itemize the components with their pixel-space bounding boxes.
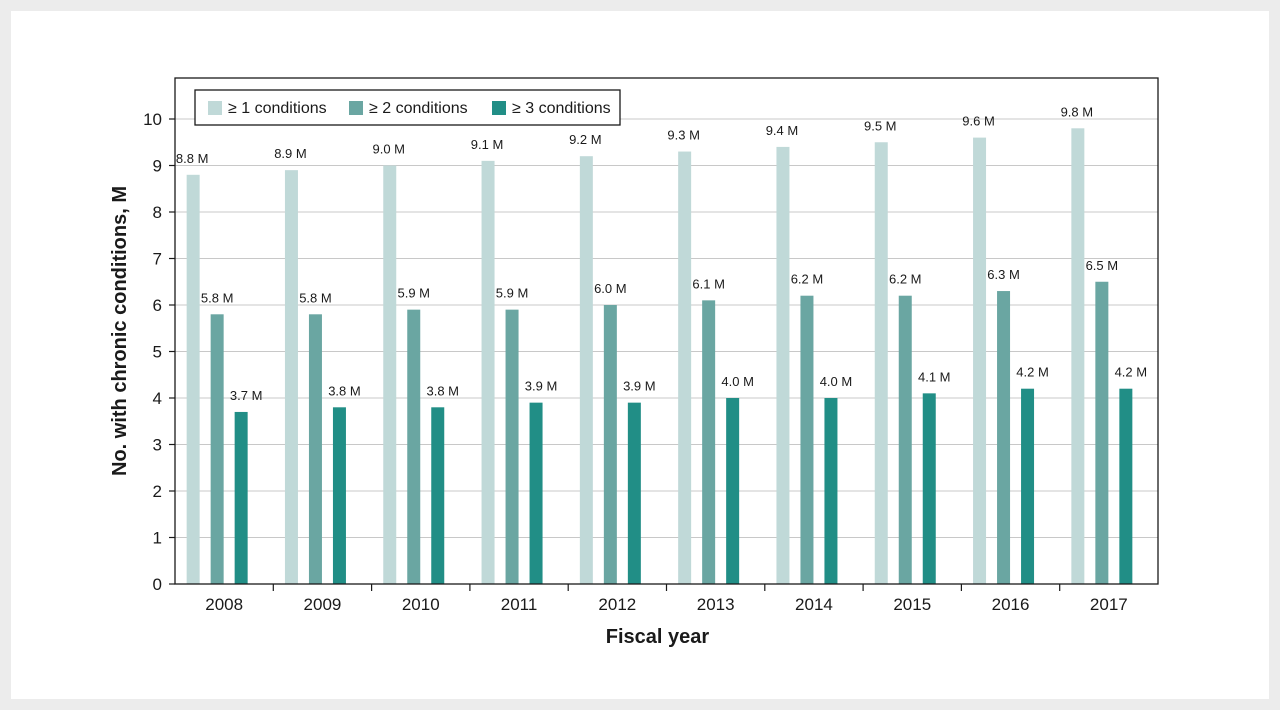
legend-label-1: ≥ 1 conditions [228,100,327,117]
y-tick-label: 7 [153,250,162,269]
x-tick-label: 2015 [893,595,931,614]
data-label: 6.5 M [1086,258,1119,273]
x-tick-label: 2011 [501,595,538,614]
y-tick-label: 4 [153,389,162,408]
x-axis-ticks: 2008 2009 2010 2011 2012 2013 2014 2015 2016 2017 [205,584,1128,614]
y-tick-label: 9 [153,157,162,176]
data-label: 9.3 M [667,128,700,143]
data-label: 3.9 M [623,379,656,394]
bar-3-2009 [332,407,346,584]
y-tick-label: 2 [153,482,162,501]
data-label: 5.9 M [496,286,529,301]
y-axis-title: No. with chronic conditions, M [109,186,131,476]
legend-swatch-1 [208,101,222,115]
y-tick-label: 1 [153,529,162,548]
data-label: 4.0 M [820,374,853,389]
bar-3-2014 [824,398,838,584]
x-tick-label: 2009 [304,595,342,614]
data-label: 6.0 M [594,281,627,296]
bar-2-2014 [800,295,814,584]
bar-3-2015 [922,393,936,584]
data-label: 8.9 M [274,146,307,161]
x-axis-title: Fiscal year [606,626,710,648]
data-label: 9.0 M [372,142,405,157]
bar-3-2017 [1119,388,1133,584]
bar-2-2013 [702,300,716,584]
bar-1-2013 [678,151,692,585]
legend-box [194,89,621,126]
data-label: 5.8 M [201,290,234,305]
data-label: 9.5 M [864,118,897,133]
x-tick-label: 2014 [795,595,833,614]
bar-1-2009 [284,170,298,584]
legend-label-2: ≥ 2 conditions [369,100,468,117]
data-label: 3.7 M [230,388,263,403]
bar-1-2016 [973,137,987,584]
plot-area [175,78,1158,584]
bar-2-2009 [308,314,322,584]
x-tick-label: 2016 [992,595,1030,614]
bar-2-2008 [210,314,224,584]
bar-3-2012 [627,402,641,584]
legend-swatch-2 [349,101,363,115]
data-label: 6.2 M [791,272,824,287]
bar-2-2012 [603,305,617,584]
data-label: 4.1 M [918,369,951,384]
data-label: 4.2 M [1016,365,1049,380]
bar-2-2010 [407,309,421,584]
bar-2-2011 [505,309,519,584]
x-tick-label: 2017 [1090,595,1128,614]
data-label: 9.2 M [569,132,602,147]
bar-1-2010 [383,165,397,584]
bar-3-2011 [529,402,543,584]
bar-3-2013 [726,398,740,584]
data-label: 4.2 M [1115,365,1148,380]
bar-1-2008 [186,174,200,585]
chart-frame: 8.8 M 5.8 M 3.7 M 8.9 M 5.8 M 3.8 M 9.0 M 5.9 M… [11,11,1269,699]
bar-3-2008 [234,411,248,584]
y-tick-label: 0 [153,575,162,594]
bar-1-2012 [579,156,593,584]
data-label: 5.8 M [299,290,332,305]
y-tick-label: 3 [153,436,162,455]
legend-swatch-3 [492,101,506,115]
y-tick-label: 8 [153,203,162,222]
bar-1-2015 [874,142,888,584]
bar-1-2011 [481,160,495,584]
x-tick-label: 2008 [205,595,243,614]
legend-label-3: ≥ 3 conditions [512,100,611,117]
bars [186,128,1133,585]
data-label: 6.3 M [987,267,1020,282]
data-label: 5.9 M [397,286,430,301]
data-label: 4.0 M [721,374,754,389]
bar-3-2010 [431,407,445,584]
x-tick-label: 2012 [598,595,636,614]
data-label: 9.1 M [471,137,504,152]
y-tick-label: 5 [153,343,162,362]
y-tick-label: 6 [153,296,162,315]
bar-3-2016 [1021,388,1035,584]
data-label: 3.8 M [426,383,459,398]
data-label: 9.6 M [962,114,995,129]
data-label: 9.8 M [1061,104,1094,119]
y-axis-ticks: 0 1 2 3 4 5 6 7 8 9 10 [143,110,175,594]
bar-chart: 8.8 M 5.8 M 3.7 M 8.9 M 5.8 M 3.8 M 9.0 M 5.9 M… [109,77,1159,648]
data-label: 9.4 M [766,123,799,138]
x-tick-label: 2010 [402,595,440,614]
data-label: 3.9 M [525,379,558,394]
data-labels: 8.8 M 5.8 M 3.7 M 8.9 M 5.8 M 3.8 M 9.0 M 5.9 M… [176,104,1147,403]
bar-1-2017 [1071,128,1085,585]
bar-2-2015 [898,295,912,584]
data-label: 6.1 M [692,276,725,291]
bar-2-2016 [997,291,1011,584]
data-label: 8.8 M [176,151,209,166]
legend: ≥ 1 conditions ≥ 2 conditions ≥ 3 conditio… [194,89,621,126]
bar-2-2017 [1095,281,1109,584]
data-label: 3.8 M [328,383,361,398]
data-label: 6.2 M [889,272,922,287]
y-tick-label: 10 [143,110,162,129]
bar-1-2014 [776,146,790,584]
x-tick-label: 2013 [697,595,735,614]
